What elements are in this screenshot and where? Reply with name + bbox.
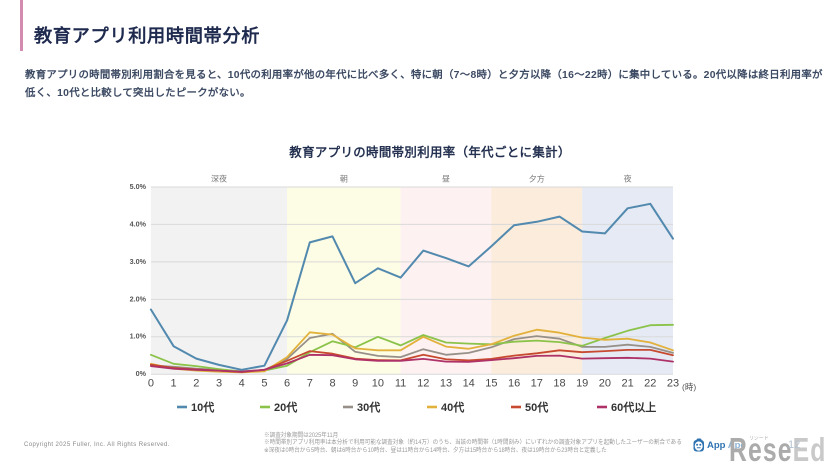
svg-text:15: 15 [485,377,497,389]
svg-text:9: 9 [352,377,358,389]
svg-text:0%: 0% [136,369,147,378]
svg-text:2: 2 [193,377,199,389]
svg-text:7: 7 [307,377,313,389]
svg-text:50代: 50代 [525,400,548,414]
svg-text:3: 3 [216,377,222,389]
svg-text:朝: 朝 [340,175,348,184]
svg-text:23: 23 [667,377,679,389]
svg-text:6: 6 [284,377,290,389]
svg-text:17: 17 [531,377,543,389]
svg-text:5.0%: 5.0% [130,182,147,191]
svg-text:30代: 30代 [357,400,380,414]
svg-text:(時): (時) [682,382,696,392]
svg-text:0: 0 [148,377,154,389]
svg-text:14: 14 [463,377,475,389]
svg-text:20: 20 [599,377,611,389]
svg-text:4.0%: 4.0% [130,219,147,228]
svg-text:12: 12 [417,377,429,389]
svg-text:13: 13 [440,377,452,389]
svg-text:深夜: 深夜 [211,174,227,184]
svg-text:22: 22 [644,377,656,389]
svg-text:1.0%: 1.0% [130,332,147,341]
svg-text:19: 19 [576,377,588,389]
svg-text:1: 1 [171,377,177,389]
svg-text:8: 8 [329,377,335,389]
svg-text:10: 10 [372,377,384,389]
svg-text:5: 5 [261,377,267,389]
svg-text:18: 18 [553,377,565,389]
svg-text:20代: 20代 [274,400,297,414]
svg-text:夕方: 夕方 [529,174,545,184]
svg-text:夜: 夜 [624,174,632,184]
svg-text:昼: 昼 [442,175,450,184]
svg-text:40代: 40代 [441,400,464,414]
svg-text:3.0%: 3.0% [130,257,147,266]
svg-text:教育アプリの時間帯別利用率（年代ごとに集計）: 教育アプリの時間帯別利用率（年代ごとに集計） [288,145,570,160]
svg-text:16: 16 [508,377,520,389]
svg-text:11: 11 [395,377,406,389]
svg-text:2.0%: 2.0% [130,294,147,303]
svg-text:4: 4 [239,377,245,389]
svg-text:60代以上: 60代以上 [611,400,656,414]
svg-text:10代: 10代 [191,400,214,414]
svg-text:21: 21 [621,377,633,389]
